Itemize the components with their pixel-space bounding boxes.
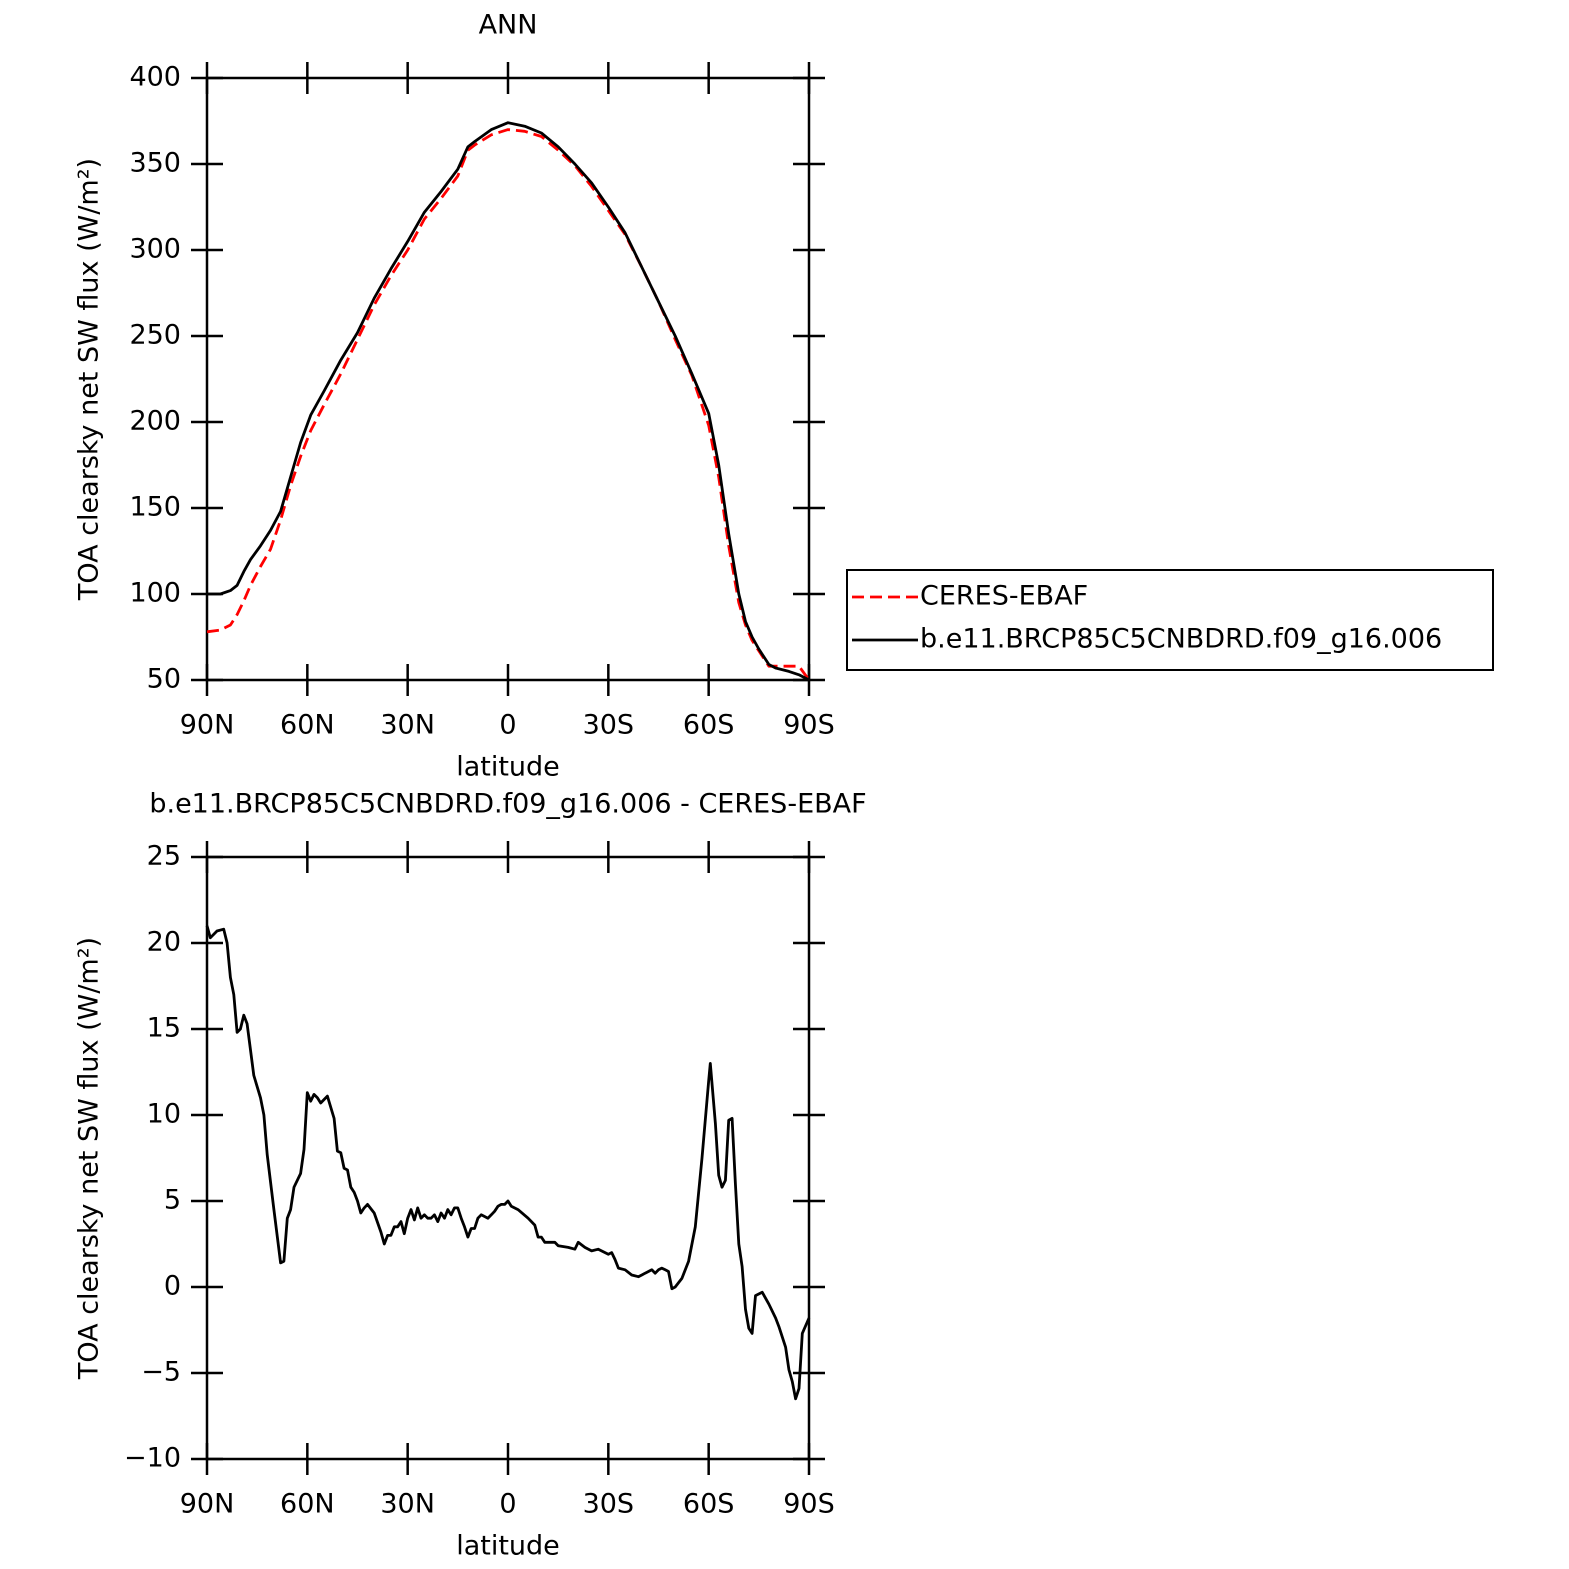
y-tick-label: 0 (164, 1271, 181, 1302)
data-line (206, 128, 811, 681)
y-tick-label: 25 (147, 841, 181, 872)
x-axis-label: latitude (456, 1531, 560, 1562)
y-tick-label: 300 (129, 234, 181, 265)
y-tick-label: 250 (129, 320, 181, 351)
y-tick-label: 200 (129, 406, 181, 437)
y-tick-label: 150 (129, 492, 181, 523)
x-tick-label: 60S (683, 710, 735, 741)
x-axis-label: latitude (456, 752, 560, 783)
chart-title: ANN (479, 10, 538, 41)
y-tick-label: −10 (124, 1443, 181, 1474)
y-tick-label: 400 (129, 62, 181, 93)
y-tick-label: 15 (147, 1013, 181, 1044)
legend-label: CERES-EBAF (920, 581, 1088, 612)
y-tick-label: −5 (141, 1357, 181, 1388)
x-tick-label: 60S (683, 1489, 735, 1520)
y-tick-label: 10 (147, 1099, 181, 1130)
x-tick-label: 90N (180, 1489, 235, 1520)
x-tick-label: 30N (380, 1489, 435, 1520)
plot-frame (205, 855, 811, 1461)
x-tick-label: 30N (380, 710, 435, 741)
x-tick-label: 0 (499, 1489, 516, 1520)
y-tick-label: 20 (147, 927, 181, 958)
y-axis-label: TOA clearsky net SW flux (W/m²) (74, 158, 105, 601)
y-tick-label: 50 (147, 664, 181, 695)
data-line (207, 121, 810, 682)
y-tick-label: 100 (129, 578, 181, 609)
x-tick-label: 90S (783, 710, 835, 741)
x-tick-label: 60N (280, 710, 335, 741)
chart-title: b.e11.BRCP85C5CNBDRD.f09_g16.006 - CERES… (149, 789, 866, 820)
legend-box (846, 569, 1494, 671)
y-tick-label: 5 (164, 1185, 181, 1216)
x-tick-label: 90S (783, 1489, 835, 1520)
legend-label: b.e11.BRCP85C5CNBDRD.f09_g16.006 (920, 624, 1442, 655)
x-tick-label: 30S (583, 1489, 635, 1520)
x-tick-label: 90N (180, 710, 235, 741)
data-line (205, 925, 811, 1401)
x-tick-label: 30S (583, 710, 635, 741)
y-axis-label: TOA clearsky net SW flux (W/m²) (74, 937, 105, 1380)
x-tick-label: 60N (280, 1489, 335, 1520)
x-tick-label: 0 (499, 710, 516, 741)
y-tick-label: 350 (129, 148, 181, 179)
plot-frame (205, 76, 811, 682)
